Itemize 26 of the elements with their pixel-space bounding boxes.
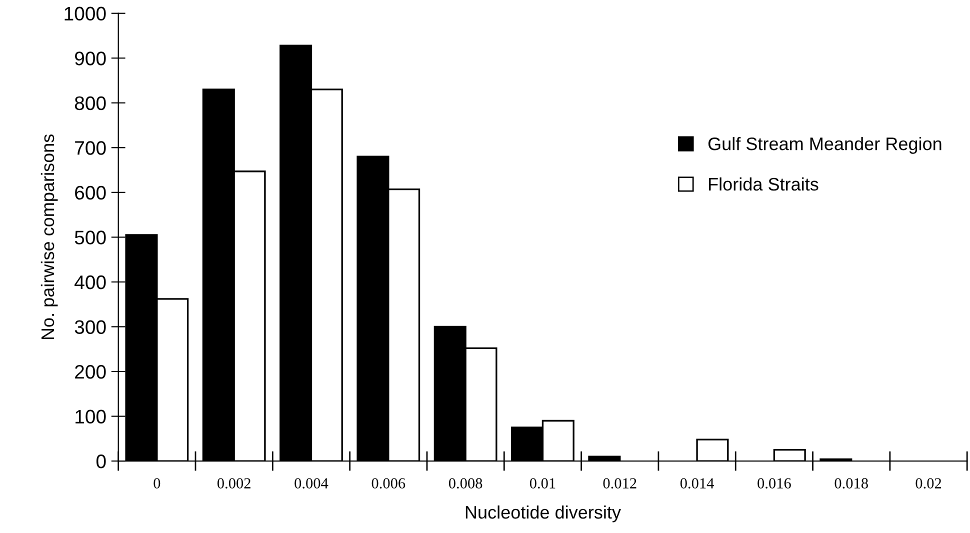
y-tick-label: 1000 <box>64 6 106 21</box>
legend-label: Florida Straits <box>709 177 818 191</box>
x-axis-title: Nucleotide diversity <box>466 505 621 522</box>
y-tick-label: 100 <box>76 410 106 424</box>
x-tick-label: 0 <box>154 478 160 488</box>
x-tick-label: 0.016 <box>758 478 791 489</box>
x-tick-label: 0.004 <box>294 478 328 489</box>
y-tick-label: 900 <box>75 52 106 66</box>
y-tick-label: 0 <box>96 454 106 468</box>
y-axis-title: No. pairwise comparisons <box>40 134 58 340</box>
x-tick-label: 0.006 <box>372 478 406 489</box>
x-tick-label: 0.002 <box>217 478 250 489</box>
x-tick-label: 0.01 <box>530 478 556 489</box>
y-tick-label: 500 <box>74 230 106 244</box>
x-tick-label: 0.02 <box>916 478 942 489</box>
y-tick-label: 800 <box>74 96 106 110</box>
y-tick-label: 300 <box>74 320 106 334</box>
x-tick-label: 0.008 <box>448 478 482 489</box>
y-tick-label: 400 <box>74 275 106 290</box>
legend-label: Gulf Stream Meander Region <box>708 136 942 154</box>
x-tick-label: 0.018 <box>834 478 868 489</box>
y-tick-label: 200 <box>75 364 106 379</box>
x-tick-label: 0.012 <box>603 478 636 489</box>
y-tick-label: 600 <box>75 186 106 200</box>
y-tick-label: 700 <box>75 141 106 155</box>
x-tick-label: 0.014 <box>680 478 714 489</box>
